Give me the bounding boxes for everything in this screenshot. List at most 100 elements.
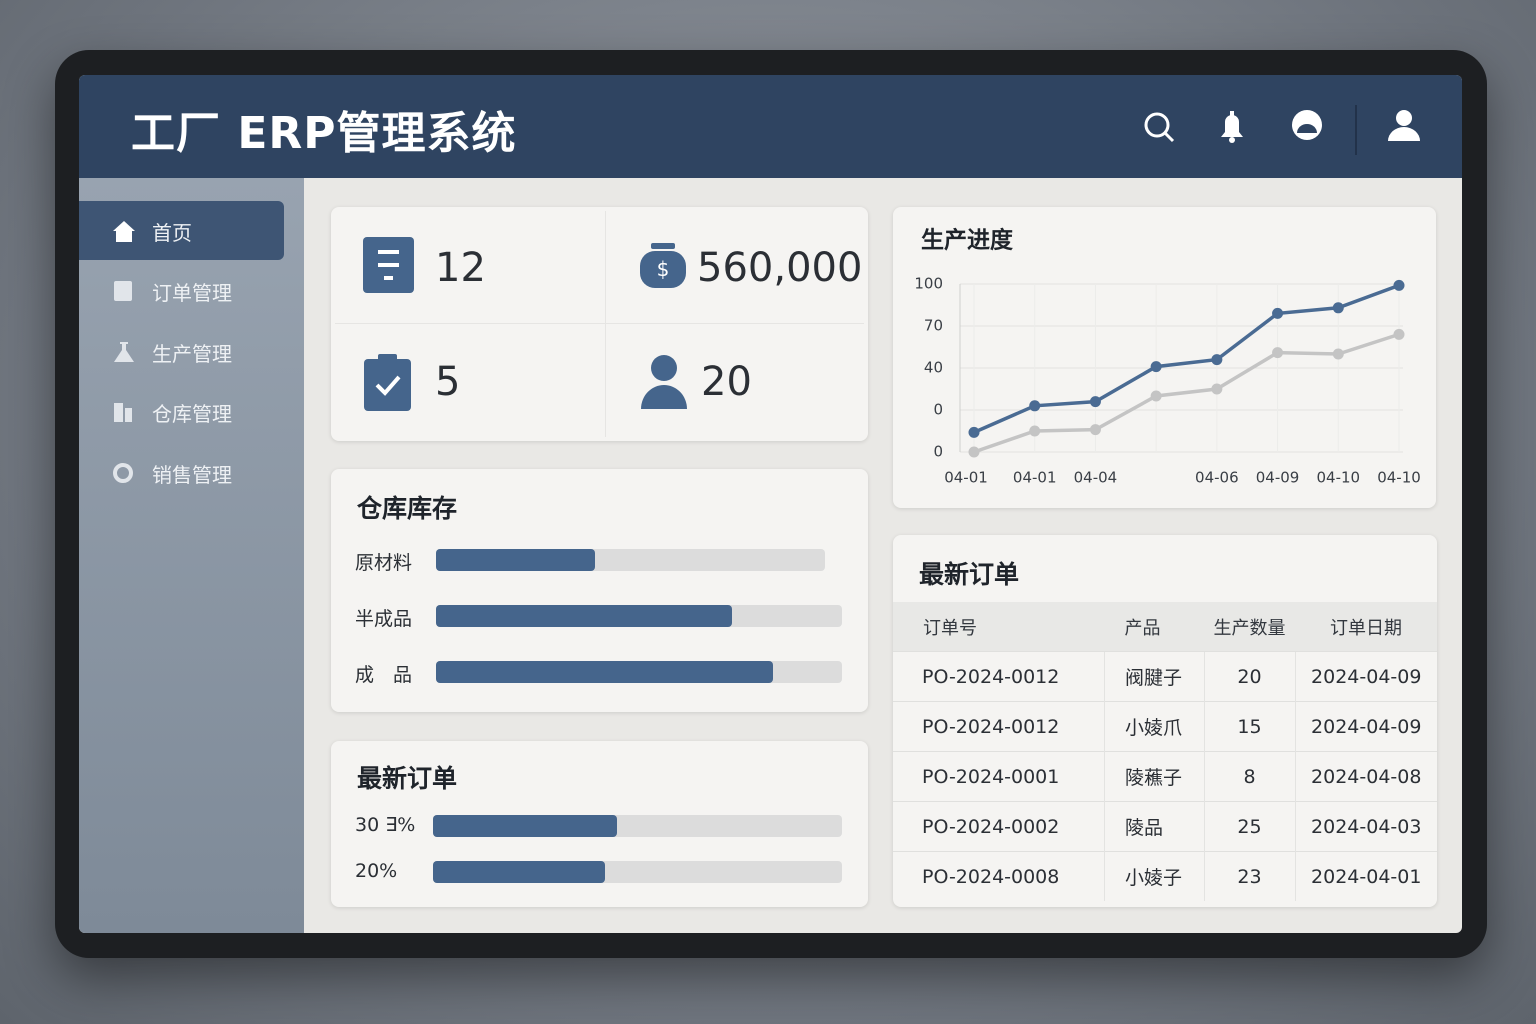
nav-label: 订单管理 [152, 281, 232, 305]
chart-title: 生产进度 [921, 227, 1014, 254]
bar-fill [436, 605, 733, 627]
table-row: PO-2024-0012 小婈爪 15 2024-04-09 [893, 701, 1437, 752]
nav-item[interactable]: 仓库管理 [79, 382, 284, 441]
nav-item[interactable]: 生产管理 [79, 322, 284, 381]
bar-track [436, 661, 842, 683]
nav-label: 仓库管理 [152, 402, 232, 426]
x-tick-label: 04-10 [1316, 469, 1360, 487]
table-cell: 15 [1203, 701, 1296, 752]
bar-fill [433, 861, 605, 883]
orders-table: 订单号 产品 生产数量 订单日期 PO-2024-0012 阀腱子 20 2024-04-09… [893, 602, 1437, 901]
production-icon [114, 342, 134, 362]
data-point [1029, 400, 1041, 412]
table-row: PO-2024-0012 阀腱子 20 2024-04-09 [893, 651, 1437, 702]
table-cell: 陵藮子 [1103, 751, 1205, 802]
inventory-card: 仓库库存 原材料 半成品成 品 [331, 469, 868, 712]
data-point [1089, 396, 1101, 408]
app-screen: 工厂 ERP管理系统 首页 订单管理 生产管理 仓库管理 销售管理 12 $ 5… [79, 75, 1462, 933]
table-row: PO-2024-0008 小婈子 23 2024-04-01 [893, 851, 1437, 901]
app-title: 工厂 ERP管理系统 [131, 108, 517, 159]
x-tick-label: 04-01 [1013, 469, 1057, 487]
column-header: 产品 [1104, 602, 1205, 652]
bar-fill [436, 549, 596, 571]
table-row: PO-2024-0001 陵藮子 8 2024-04-08 [893, 751, 1437, 802]
kpi-icon: $ [640, 243, 686, 288]
nav-label: 销售管理 [152, 463, 232, 487]
user-icon[interactable] [1388, 110, 1420, 141]
data-point [968, 446, 980, 458]
kpi-icon [363, 237, 414, 293]
data-point [1272, 347, 1284, 359]
bar-label: 30 ∃% [355, 814, 416, 836]
nav-label: 首页 [152, 221, 192, 245]
table-cell: 小婈爪 [1103, 701, 1205, 752]
bar-track [436, 605, 842, 627]
bell-icon[interactable] [1221, 111, 1243, 143]
table-cell: PO-2024-0012 [893, 651, 1105, 702]
sales-icon [113, 463, 133, 483]
data-point [968, 426, 980, 438]
orders-card: 最新订单 订单号 产品 生产数量 订单日期 PO-2024-0012 阀腱子 20 2024-… [893, 535, 1437, 907]
data-point [1332, 302, 1344, 314]
column-header: 订单日期 [1295, 602, 1437, 652]
table-cell: 陵品 [1103, 801, 1205, 852]
bar-track [436, 549, 825, 571]
nav-item[interactable]: 销售管理 [79, 443, 284, 502]
x-tick-label: 04-04 [1074, 469, 1118, 487]
order-icon [114, 281, 132, 301]
column-header: 订单号 [893, 602, 1105, 652]
header: 工厂 ERP管理系统 [79, 75, 1462, 178]
card-title: 最新订单 [357, 764, 458, 793]
divider [605, 211, 606, 437]
data-point [1272, 307, 1284, 319]
header-icons [1144, 105, 1420, 155]
bar-track [433, 861, 842, 883]
home-icon [113, 221, 135, 242]
card-title: 仓库库存 [357, 494, 458, 523]
bar-label: 20% [355, 860, 398, 882]
kpi-card: 12 $ 560,000 5 20 [331, 207, 868, 441]
kpi-icon [364, 354, 411, 411]
x-tick-label: 04-06 [1195, 469, 1239, 487]
table-body: PO-2024-0012 阀腱子 20 2024-04-09 PO-2024-0012 小… [893, 651, 1437, 901]
table-cell: 23 [1203, 851, 1296, 901]
y-tick-label: 70 [924, 317, 943, 335]
warehouse-icon [114, 403, 132, 422]
y-tick-label: 40 [924, 359, 943, 377]
svg-text:$: $ [657, 257, 670, 281]
status-icon[interactable] [1292, 110, 1322, 140]
data-point [1029, 425, 1041, 437]
column-header: 生产数量 [1204, 602, 1296, 652]
card-title: 最新订单 [919, 560, 1020, 589]
table-cell: 2024-04-09 [1295, 701, 1437, 752]
data-point [1393, 279, 1405, 291]
search-icon[interactable] [1144, 112, 1175, 143]
table-cell: 8 [1203, 751, 1296, 802]
kpi-icon [641, 355, 687, 409]
data-point [1089, 424, 1101, 436]
nav-item[interactable]: 首页 [79, 201, 284, 260]
data-point [1150, 361, 1162, 373]
x-tick-label: 04-09 [1256, 469, 1300, 487]
table-cell: 阀腱子 [1103, 651, 1205, 702]
series-line [973, 283, 1400, 435]
table-cell: 20 [1203, 651, 1296, 702]
x-tick-label: 04-01 [944, 469, 988, 487]
table-header: 订单号 产品 生产数量 订单日期 [893, 602, 1437, 652]
bar-fill [436, 661, 773, 683]
chart-card: 生产进度 0 0 40 70 100 04-01 04-01 04-04 04-06 04-09 0… [893, 207, 1436, 508]
table-cell: 2024-04-03 [1295, 801, 1437, 852]
y-tick-label: 0 [933, 401, 943, 419]
data-point [1150, 390, 1162, 402]
bar-label: 成 品 [355, 664, 413, 686]
nav-item[interactable]: 订单管理 [79, 261, 284, 320]
line-chart: 生产进度 0 0 40 70 100 04-01 04-01 04-04 04-06 04-09 0… [914, 227, 1420, 487]
table-cell: PO-2024-0008 [893, 851, 1105, 901]
divider [335, 323, 864, 324]
table-cell: PO-2024-0001 [893, 751, 1105, 802]
table-cell: 2024-04-09 [1295, 651, 1437, 702]
table-cell: 2024-04-01 [1295, 851, 1437, 901]
bar-label: 半成品 [355, 608, 413, 630]
table-cell: 小婈子 [1103, 851, 1205, 901]
